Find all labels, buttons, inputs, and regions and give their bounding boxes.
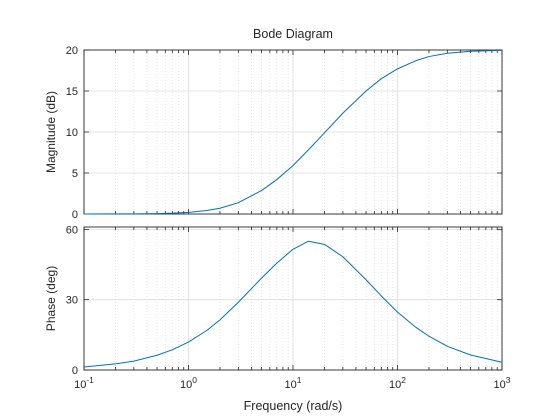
y-tick-label: 30 xyxy=(66,295,78,307)
x-axis-label: Frequency (rad/s) xyxy=(244,399,343,413)
y-axis-label: Magnitude (dB) xyxy=(44,91,58,173)
x-tick-label-exponent: 1 xyxy=(297,375,302,385)
x-tick-label-base: 10 xyxy=(389,379,401,391)
x-tick-label-base: 10 xyxy=(180,379,192,391)
y-tick-label: 60 xyxy=(66,224,78,236)
x-tick-label: 102 xyxy=(389,375,406,391)
x-tick-label: 103 xyxy=(494,375,511,391)
x-tick-label: 10-1 xyxy=(74,375,94,391)
y-tick-label: 0 xyxy=(72,209,78,221)
magnitude-line xyxy=(83,49,503,215)
phase-line xyxy=(83,240,503,368)
chart-title: Bode Diagram xyxy=(253,27,333,41)
x-tick-label-base: 10 xyxy=(285,379,297,391)
y-tick-label: 0 xyxy=(72,365,78,377)
x-tick-label-exponent: -1 xyxy=(86,375,94,385)
x-tick-label: 101 xyxy=(285,375,302,391)
y-tick-label: 10 xyxy=(66,127,78,139)
y-tick-label: 15 xyxy=(66,86,78,98)
x-tick-label-exponent: 2 xyxy=(401,375,406,385)
y-axis-label: Phase (deg) xyxy=(44,266,58,331)
magnitude-axes: 0 5 10 15 20 Magnitude (dB) Bode Diagram xyxy=(44,27,503,221)
x-tick-label-base: 10 xyxy=(74,379,86,391)
y-tick-label: 20 xyxy=(66,45,78,57)
x-tick-label-exponent: 0 xyxy=(192,375,197,385)
x-tick-label-base: 10 xyxy=(494,379,506,391)
x-tick-label-exponent: 3 xyxy=(506,375,511,385)
x-tick-label: 100 xyxy=(180,375,197,391)
y-tick-label: 5 xyxy=(72,168,78,180)
